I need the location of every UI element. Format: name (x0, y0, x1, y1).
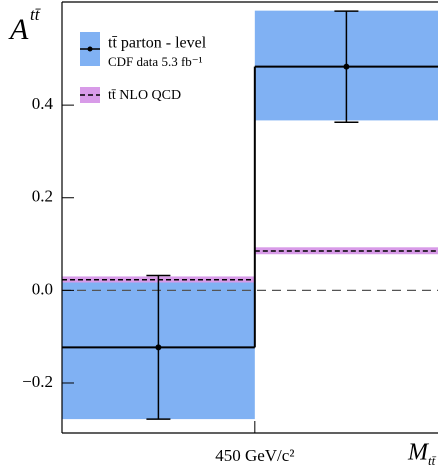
x-axis-label-sub: tt̄ (428, 453, 437, 468)
y-tick-label: 0.0 (32, 279, 53, 298)
legend-label: tt̄ parton - level (108, 35, 207, 52)
y-tick-label: 0.2 (32, 187, 53, 206)
y-tick-label: 0.4 (32, 94, 54, 113)
x-axis-label: M (407, 440, 430, 466)
legend-marker (87, 46, 93, 52)
y-tick-label: −0.2 (22, 372, 53, 391)
data-point (155, 344, 162, 351)
y-axis-label: A (8, 13, 29, 46)
y-axis-label-sup: tt̄ (30, 5, 42, 24)
x-tick-label: 450 GeV/c² (215, 446, 294, 465)
legend-label: tt̄ NLO QCD (108, 88, 181, 103)
legend-note: CDF data 5.3 fb⁻¹ (108, 54, 203, 69)
data-point (343, 63, 350, 70)
